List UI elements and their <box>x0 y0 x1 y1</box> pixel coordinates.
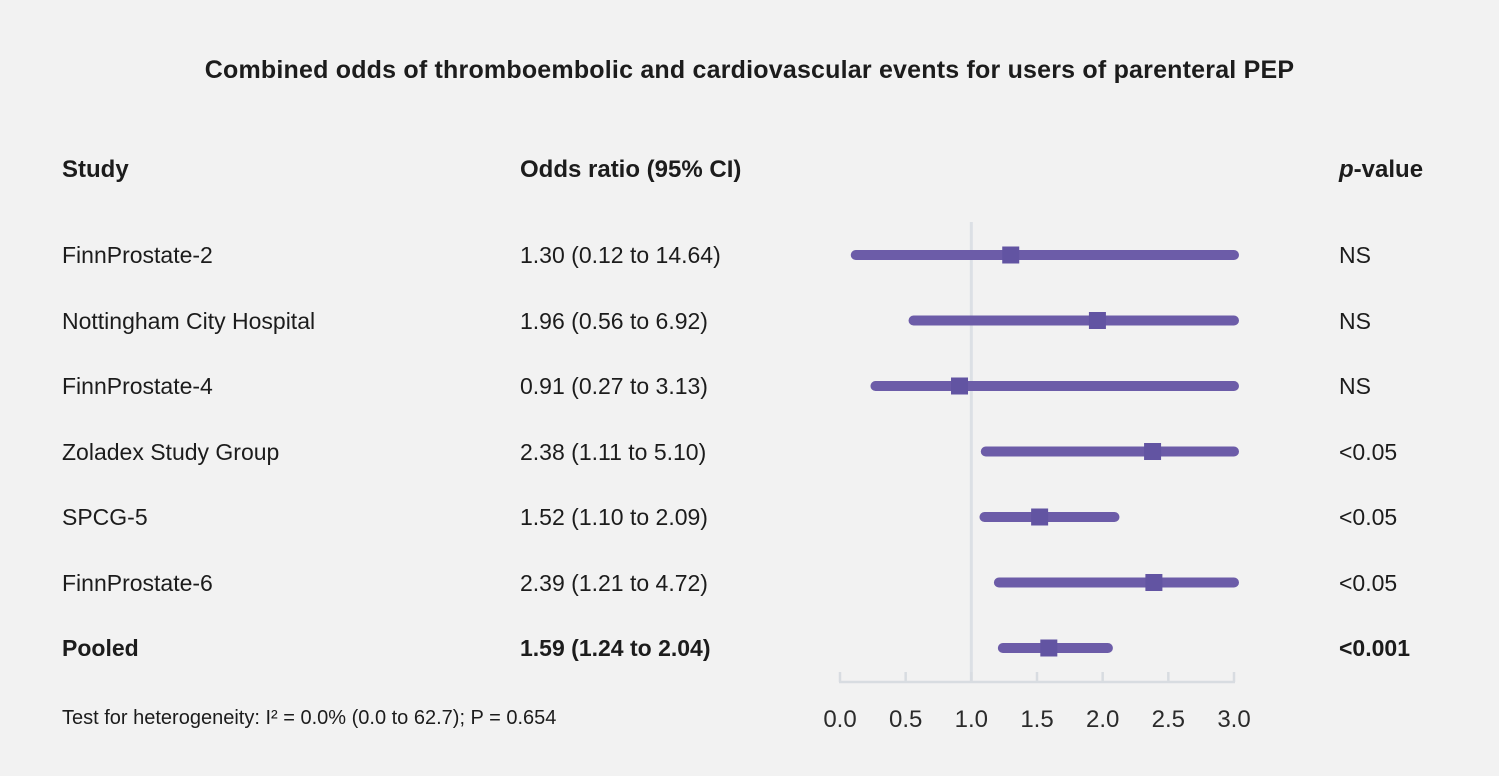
column-header-p-value: p-value <box>1339 156 1424 183</box>
x-axis-tick-label: 0.5 <box>889 706 922 733</box>
p-value: NS <box>1339 373 1371 399</box>
odds-ratio-marker <box>1145 574 1163 591</box>
x-axis-tick-label: 1.0 <box>955 706 988 733</box>
p-value: <0.05 <box>1339 569 1398 596</box>
x-axis-tick-label: 3.0 <box>1217 706 1250 733</box>
odds-ratio-marker <box>951 377 969 395</box>
odds-ratio-value: 2.38 (1.11 to 5.10) <box>520 438 707 465</box>
odds-ratio-value: 2.39 (1.21 to 4.72) <box>520 569 708 596</box>
p-value: NS <box>1339 242 1371 268</box>
odds-ratio-marker <box>1144 443 1162 460</box>
odds-ratio-marker <box>1002 246 1020 264</box>
odds-ratio-marker <box>1031 508 1049 526</box>
study-name: FinnProstate-2 <box>62 242 213 268</box>
chart-title: Combined odds of thromboembolic and card… <box>204 56 1295 84</box>
heterogeneity-note: Test for heterogeneity: I² = 0.0% (0.0 t… <box>62 707 557 729</box>
x-axis-tick-label: 2.5 <box>1152 706 1185 733</box>
p-value: NS <box>1339 307 1371 334</box>
study-name: FinnProstate-4 <box>62 373 213 399</box>
study-name: SPCG-5 <box>62 504 148 530</box>
odds-ratio-value: 1.96 (0.56 to 6.92) <box>520 307 708 334</box>
odds-ratio-value: 1.59 (1.24 to 2.04) <box>520 635 711 661</box>
study-name: Zoladex Study Group <box>62 438 280 465</box>
x-axis-tick-label: 1.5 <box>1020 706 1053 733</box>
study-name: Pooled <box>62 635 139 661</box>
column-header-study: Study <box>62 156 129 183</box>
odds-ratio-value: 1.52 (1.10 to 2.09) <box>520 504 708 530</box>
p-value: <0.001 <box>1339 635 1410 661</box>
x-axis-tick-label: 2.0 <box>1086 706 1119 733</box>
x-axis-tick-label: 0.0 <box>823 706 856 733</box>
study-name: Nottingham City Hospital <box>62 307 316 334</box>
study-name: FinnProstate-6 <box>62 569 213 596</box>
p-value: <0.05 <box>1339 504 1398 530</box>
odds-ratio-value: 0.91 (0.27 to 3.13) <box>520 373 708 399</box>
odds-ratio-marker <box>1040 639 1058 657</box>
p-value: <0.05 <box>1339 438 1398 465</box>
odds-ratio-value: 1.30 (0.12 to 14.64) <box>520 242 721 268</box>
odds-ratio-marker <box>1088 312 1106 329</box>
column-header-odds-ratio: Odds ratio (95% CI) <box>520 156 742 183</box>
